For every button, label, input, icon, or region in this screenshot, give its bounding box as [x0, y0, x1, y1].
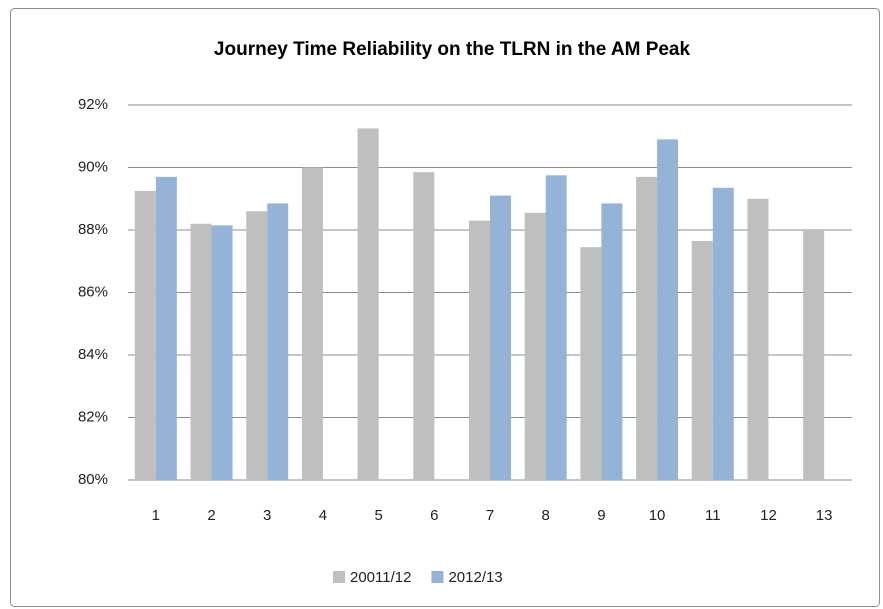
x-tick-label: 12 — [760, 507, 777, 524]
bar — [545, 175, 567, 480]
bar — [636, 176, 658, 480]
bar — [155, 176, 177, 480]
bar — [803, 230, 825, 480]
y-tick-label: 86% — [78, 283, 108, 300]
x-tick-label: 3 — [263, 507, 271, 524]
bar — [190, 223, 212, 480]
x-tick-label: 10 — [649, 507, 666, 524]
bar — [712, 187, 734, 480]
legend-label: 2012/13 — [448, 569, 502, 586]
y-tick-label: 80% — [78, 471, 108, 488]
legend-label: 20011/12 — [350, 569, 411, 586]
bar — [211, 225, 233, 480]
x-tick-label: 8 — [542, 507, 550, 524]
chart-title: Journey Time Reliability on the TLRN in … — [214, 39, 691, 60]
bar — [301, 167, 323, 480]
bar — [580, 247, 602, 480]
bar — [267, 203, 289, 480]
bar — [657, 139, 679, 480]
bar — [601, 203, 623, 480]
bar — [524, 212, 546, 480]
x-tick-label: 1 — [152, 507, 160, 524]
y-tick-label: 92% — [78, 96, 108, 113]
x-tick-label: 4 — [319, 507, 327, 524]
y-tick-label: 88% — [78, 221, 108, 238]
bar — [413, 172, 435, 480]
bar — [691, 240, 713, 480]
x-tick-label: 2 — [207, 507, 215, 524]
x-tick-label: 6 — [430, 507, 438, 524]
bar — [469, 220, 490, 480]
legend-swatch — [431, 571, 444, 583]
legend-swatch — [333, 571, 345, 583]
y-tick-label: 90% — [78, 158, 108, 175]
x-tick-label: 9 — [597, 507, 605, 524]
x-tick-label: 13 — [816, 507, 833, 524]
bar — [747, 198, 769, 480]
x-tick-label: 7 — [486, 507, 494, 524]
x-tick-label: 5 — [374, 507, 382, 524]
x-tick-label: 11 — [705, 507, 721, 524]
y-tick-label: 82% — [78, 408, 108, 425]
bar — [357, 128, 379, 480]
y-tick-label: 84% — [78, 346, 108, 363]
bar — [134, 190, 156, 480]
bar — [490, 195, 511, 480]
bar — [246, 211, 268, 480]
